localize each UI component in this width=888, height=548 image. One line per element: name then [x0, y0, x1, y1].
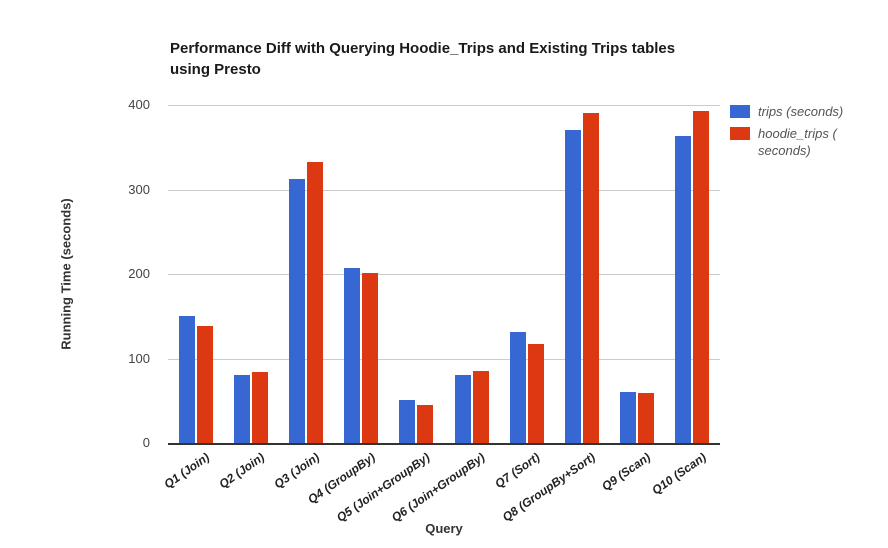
bar[interactable] — [527, 344, 544, 443]
bar[interactable] — [251, 372, 268, 443]
x-tick-label: Q7 (Sort) — [492, 450, 543, 491]
chart-title: Performance Diff with Querying Hoodie_Tr… — [170, 38, 675, 80]
x-tick-label: Q1 (Join) — [161, 450, 212, 492]
bar[interactable] — [344, 268, 361, 443]
bar[interactable] — [620, 392, 637, 443]
bar-group — [223, 105, 278, 443]
gridline — [168, 189, 720, 191]
bar[interactable] — [675, 136, 692, 443]
x-tick-label: Q3 (Join) — [271, 450, 323, 492]
bar[interactable] — [289, 179, 305, 443]
x-axis-title: Query — [425, 521, 463, 536]
bar-group — [554, 105, 609, 443]
bar[interactable] — [472, 371, 489, 443]
legend-label: trips (seconds) — [758, 104, 844, 119]
bar[interactable] — [362, 273, 379, 443]
bar[interactable] — [565, 130, 582, 443]
bar[interactable] — [178, 316, 195, 443]
bar[interactable] — [233, 375, 250, 443]
plot-area — [168, 105, 720, 445]
chart-title-line: using Presto — [170, 61, 261, 78]
bar[interactable] — [638, 393, 655, 443]
chart-title-line: Performance Diff with Querying Hoodie_Tr… — [170, 40, 676, 57]
gridline — [168, 358, 720, 360]
bar-group — [444, 105, 499, 443]
bar[interactable] — [196, 326, 213, 443]
y-tick-label: 0 — [142, 435, 150, 450]
x-tick-label: Q10 (Scan) — [649, 450, 709, 498]
bar-group — [389, 105, 444, 443]
legend: trips (seconds) hoodie_trips (seconds) — [730, 103, 843, 159]
bar[interactable] — [307, 162, 323, 443]
y-tick-label: 200 — [128, 266, 150, 281]
bar-group — [278, 105, 333, 443]
x-tick-label: Q2 (Join) — [216, 450, 267, 492]
legend-item: trips (seconds) — [730, 103, 843, 120]
bar[interactable] — [583, 113, 600, 443]
x-tick-label: Q9 (Scan) — [599, 450, 654, 494]
bar[interactable] — [417, 405, 434, 443]
y-axis-title: Running Time (seconds) — [58, 198, 74, 350]
bar-group — [168, 105, 223, 443]
bars-row — [168, 105, 720, 443]
gridline — [168, 105, 720, 106]
gridline — [168, 274, 720, 275]
bar-group — [610, 105, 665, 443]
y-tick-label: 300 — [128, 181, 150, 197]
bar[interactable] — [399, 400, 416, 443]
bar[interactable] — [509, 332, 526, 443]
bar-group — [499, 105, 554, 443]
y-tick-label: 100 — [128, 350, 150, 366]
legend-label: hoodie_trips (seconds) — [758, 126, 837, 158]
x-tick-label: Q8 (GroupBy+Sort) — [500, 450, 599, 525]
x-tick-label: Q6 (Join+GroupBy) — [389, 450, 488, 525]
bar[interactable] — [693, 111, 710, 443]
bar-group — [665, 105, 720, 443]
y-tick-label: 400 — [128, 97, 150, 112]
legend-swatch — [730, 127, 750, 140]
bar[interactable] — [454, 375, 471, 443]
x-tick-label: Q5 (Join+GroupBy) — [334, 450, 433, 525]
legend-swatch — [730, 105, 750, 118]
bar-group — [334, 105, 389, 443]
legend-item: hoodie_trips (seconds) — [730, 125, 843, 159]
